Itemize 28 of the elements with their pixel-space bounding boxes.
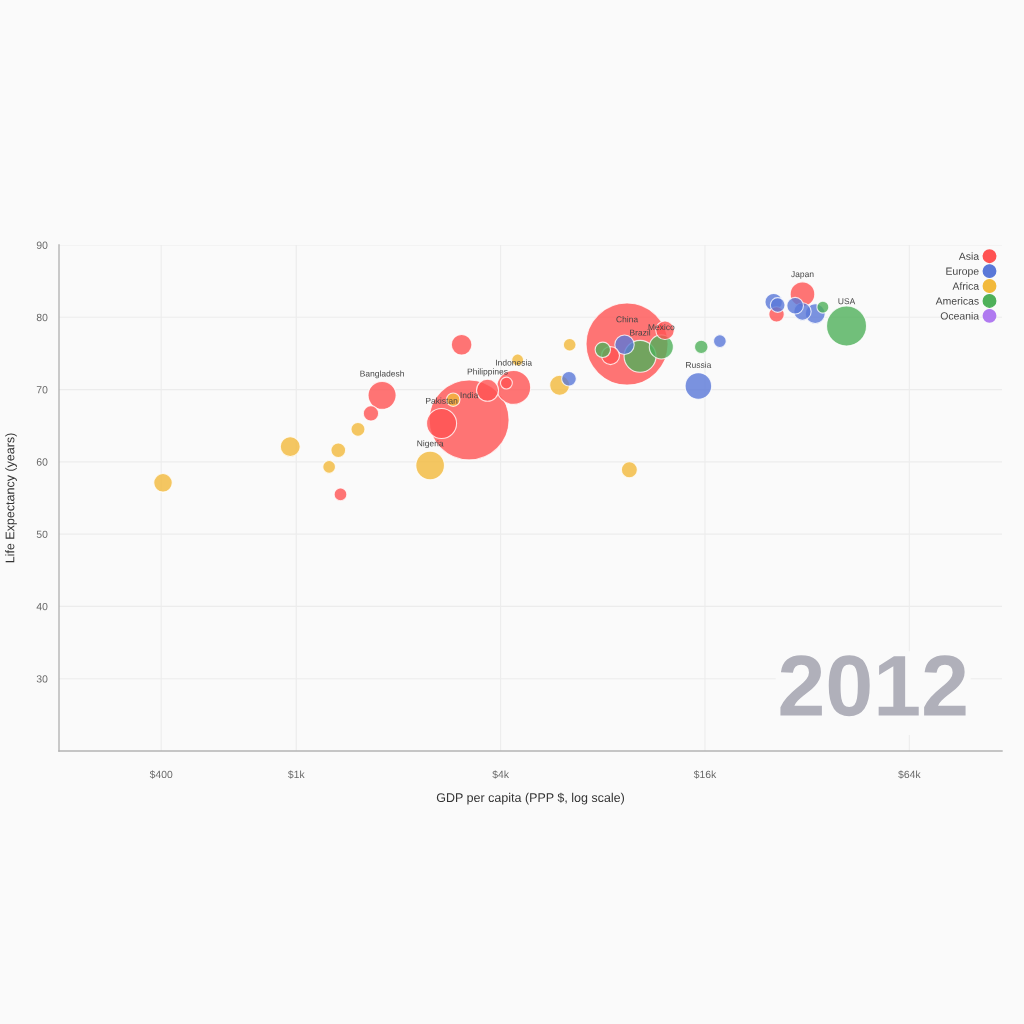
annotation: Bangladesh — [360, 370, 404, 379]
x-tick-label: $400 — [149, 770, 173, 779]
y-tick-label: 90 — [36, 241, 48, 249]
annotation: Russia — [686, 361, 712, 368]
annotation: 2012 — [780, 655, 966, 717]
annotation: USA — [838, 298, 856, 305]
x-tick-label: $16k — [693, 770, 717, 779]
y-tick-label: 40 — [36, 602, 48, 611]
legend-label: Oceania — [940, 311, 980, 320]
x-axis-title: GDP per capita (PPP $, log scale) — [436, 792, 624, 805]
y-tick-label: 70 — [36, 386, 48, 394]
legend-label: Europe — [946, 267, 979, 277]
y-tick-label: 60 — [36, 458, 48, 466]
legend-label: Asia — [958, 252, 980, 260]
annotation: China — [616, 316, 639, 323]
y-tick-label: 80 — [36, 313, 48, 322]
legend-label: Americas — [935, 297, 979, 305]
y-tick-label: 30 — [36, 675, 48, 683]
x-tick-label: $64k — [898, 770, 921, 779]
annotation: India — [460, 391, 479, 399]
y-tick-label: 50 — [36, 530, 48, 539]
annotation: Japan — [791, 271, 814, 279]
annotation: Brazil — [630, 329, 651, 336]
y-axis-title: Life Expectancy (years) — [5, 433, 17, 563]
x-tick-label: $1k — [287, 770, 305, 779]
annotation: Philippines — [467, 368, 508, 377]
legend-label: Africa — [952, 282, 980, 290]
x-tick-label: $4k — [492, 770, 510, 779]
